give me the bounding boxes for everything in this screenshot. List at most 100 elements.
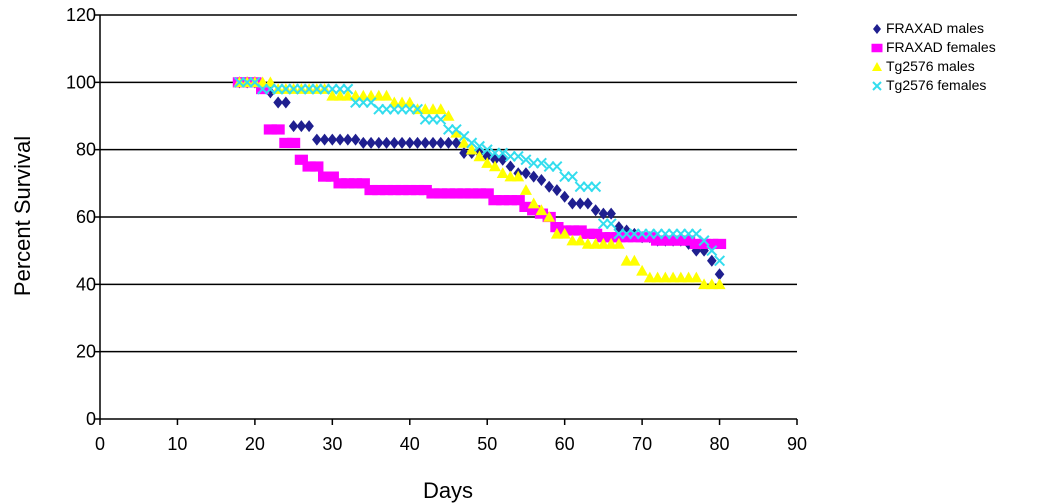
legend-label-3: Tg2576 females [886, 77, 986, 93]
point-1-38 [527, 205, 541, 216]
point-2-45 [581, 237, 594, 249]
point-0-44 [575, 197, 585, 210]
point-0-48 [606, 207, 616, 220]
y-tick-label-20: 20 [76, 342, 96, 362]
point-2-19 [380, 89, 393, 101]
point-1-49 [612, 232, 626, 243]
point-2-25 [427, 103, 440, 115]
x-tick-label-60: 60 [555, 434, 575, 454]
point-3-43 [566, 171, 578, 183]
point-3-26 [435, 113, 447, 125]
point-1-53 [643, 232, 657, 243]
point-0-29 [459, 147, 469, 160]
point-1-9 [302, 161, 316, 172]
point-2-28 [450, 126, 463, 138]
point-2-40 [543, 211, 556, 222]
point-3-37 [520, 154, 532, 166]
point-1-62 [712, 238, 727, 250]
point-0-13 [335, 133, 345, 146]
point-0-12 [327, 133, 338, 146]
point-1-55 [658, 235, 672, 246]
legend-marker-2 [872, 62, 882, 71]
point-1-46 [589, 228, 603, 239]
point-1-32 [480, 188, 494, 199]
point-3-36 [512, 150, 524, 162]
point-0-37 [521, 167, 531, 180]
x-tick-label-10: 10 [167, 434, 187, 454]
point-1-13 [333, 178, 347, 189]
point-2-35 [504, 170, 517, 182]
point-0-21 [397, 136, 407, 149]
point-2-61 [705, 278, 718, 290]
point-0-28 [451, 136, 462, 149]
point-0-8 [296, 120, 307, 133]
point-2-53 [643, 271, 656, 283]
legend-marker-0 [873, 24, 881, 34]
point-2-58 [682, 271, 695, 283]
point-1-16 [356, 178, 370, 189]
y-tick-label-60: 60 [76, 207, 96, 227]
point-1-33 [488, 195, 502, 206]
point-2-47 [597, 237, 610, 249]
point-3-32 [481, 144, 493, 156]
point-1-36 [511, 195, 525, 206]
point-0-5 [273, 96, 283, 109]
point-1-31 [472, 188, 487, 199]
point-1-54 [651, 235, 665, 246]
point-2-26 [434, 103, 447, 115]
point-2-48 [605, 237, 618, 249]
x-tick-label-80: 80 [710, 434, 730, 454]
x-tick-label-50: 50 [477, 434, 497, 454]
point-1-35 [503, 195, 518, 206]
point-2-51 [628, 254, 641, 266]
point-1-56 [666, 235, 680, 246]
point-2-33 [488, 160, 501, 172]
point-2-54 [651, 271, 664, 283]
point-1-22 [403, 184, 417, 196]
point-0-17 [366, 136, 376, 149]
point-1-11 [317, 171, 332, 182]
point-1-61 [705, 238, 719, 250]
point-1-41 [550, 222, 564, 233]
legend-label-0: FRAXAD males [886, 20, 984, 36]
point-0-7 [288, 120, 299, 133]
point-2-34 [496, 167, 509, 179]
x-tick-label-70: 70 [632, 434, 652, 454]
y-tick-label-80: 80 [76, 140, 96, 160]
point-0-39 [536, 173, 547, 186]
legend-label-2: Tg2576 males [886, 58, 975, 74]
point-2-24 [419, 103, 432, 115]
data-points [232, 76, 727, 290]
point-1-8 [294, 154, 308, 165]
point-0-10 [312, 133, 322, 146]
series-2 [233, 76, 726, 290]
point-0-42 [559, 190, 570, 203]
point-2-29 [457, 136, 470, 148]
point-3-39 [535, 157, 547, 169]
point-2-56 [667, 271, 680, 283]
grid-lines [100, 14, 797, 353]
point-2-30 [465, 143, 478, 155]
point-1-47 [596, 232, 610, 243]
point-2-62 [713, 278, 726, 290]
point-2-57 [674, 271, 687, 283]
axes [94, 14, 798, 425]
point-1-15 [348, 178, 363, 189]
point-3-30 [466, 137, 478, 149]
legend: FRAXAD males FRAXAD females Tg2576 males Tg… [871, 20, 996, 93]
point-2-13 [334, 89, 347, 101]
point-0-40 [544, 180, 554, 193]
legend-label-1: FRAXAD females [886, 39, 996, 55]
y-tick-label-120: 120 [66, 5, 96, 25]
point-2-36 [512, 170, 525, 182]
point-3-41 [551, 160, 563, 173]
series-3 [233, 76, 726, 267]
x-tick-label-40: 40 [400, 434, 420, 454]
point-2-52 [636, 264, 649, 276]
tick-labels: 0 20 40 60 80 100 120 0 10 20 30 40 50 60 70 80 90 [66, 5, 807, 454]
x-tick-label-0: 0 [95, 434, 105, 454]
point-0-47 [598, 207, 609, 220]
point-3-48 [605, 218, 617, 230]
x-axis-title: Days [423, 478, 473, 503]
